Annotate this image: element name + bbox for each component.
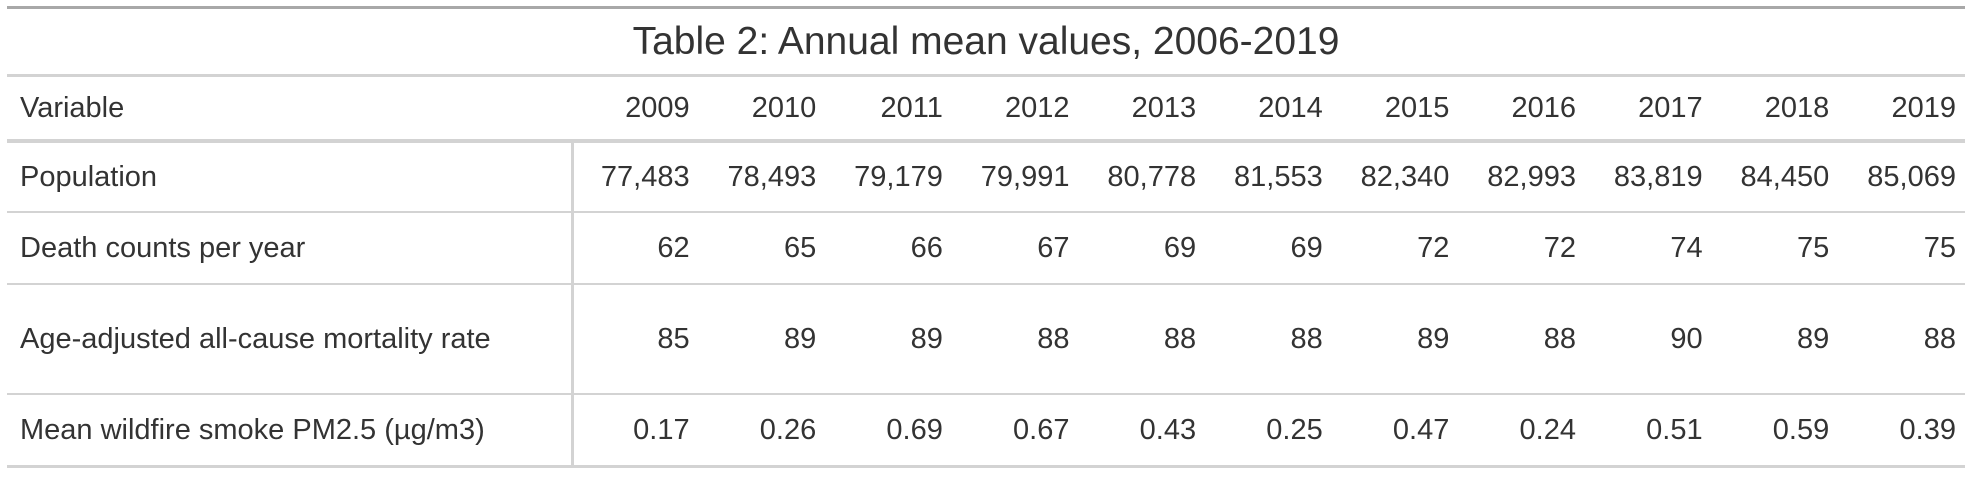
table-cell: 0.67 [951, 394, 1079, 468]
table-cell: 88 [1458, 284, 1585, 395]
table-cell: 0.47 [1331, 394, 1459, 468]
table-cell: 80,778 [1078, 141, 1206, 213]
table-cell: 62 [572, 212, 699, 285]
table-cell: 83,819 [1585, 141, 1712, 213]
table-cell: 0.43 [1078, 394, 1206, 468]
column-header-year: 2016 [1458, 77, 1585, 143]
table-cell: 90 [1585, 284, 1712, 395]
table-cell: 82,993 [1458, 141, 1585, 213]
table-cell: 88 [951, 284, 1079, 395]
table-cell: 77,483 [572, 141, 699, 213]
table-cell: 69 [1078, 212, 1206, 285]
table-cell: 89 [825, 284, 952, 395]
table-cell: 85,069 [1838, 141, 1965, 213]
table-row-death-counts: Death counts per year 62 65 66 67 69 69 … [7, 212, 1965, 285]
table-cell: 72 [1331, 212, 1459, 285]
column-header-year: 2011 [825, 77, 952, 143]
table-cell: 84,450 [1711, 141, 1839, 213]
table-cell: 75 [1838, 212, 1965, 285]
column-header-year: 2018 [1711, 77, 1839, 143]
column-header-year: 2017 [1585, 77, 1712, 143]
table-cell: 66 [825, 212, 952, 285]
table-cell: 0.59 [1711, 394, 1839, 468]
table-cell: 79,179 [825, 141, 952, 213]
table-cell: 79,991 [951, 141, 1079, 213]
table-cell: 88 [1078, 284, 1206, 395]
data-table: Variable 2009 2010 2011 2012 2013 2014 2… [7, 77, 1965, 468]
column-header-year: 2012 [951, 77, 1079, 143]
column-header-year: 2015 [1331, 77, 1459, 143]
column-header-year: 2009 [572, 77, 699, 143]
table-cell: 82,340 [1331, 141, 1459, 213]
table-row-population: Population 77,483 78,493 79,179 79,991 8… [7, 141, 1965, 213]
row-label: Mean wildfire smoke PM2.5 (µg/m3) [7, 394, 574, 468]
title-rule [7, 74, 1965, 77]
column-header-variable: Variable [7, 77, 572, 143]
top-rule [7, 6, 1965, 9]
table-cell: 0.69 [825, 394, 952, 468]
table-cell: 89 [1331, 284, 1459, 395]
table-cell: 0.39 [1838, 394, 1965, 468]
row-label: Population [7, 141, 574, 213]
table-cell: 78,493 [698, 141, 826, 213]
table-cell: 67 [951, 212, 1079, 285]
table-cell: 0.17 [572, 394, 699, 468]
table-cell: 65 [698, 212, 826, 285]
table-cell: 0.25 [1205, 394, 1332, 468]
table-title: Table 2: Annual mean values, 2006-2019 [632, 19, 1340, 63]
table-cell: 89 [698, 284, 826, 395]
table-cell: 0.24 [1458, 394, 1585, 468]
table-cell: 74 [1585, 212, 1712, 285]
row-label: Death counts per year [7, 212, 574, 285]
column-header-year: 2014 [1205, 77, 1332, 143]
table-cell: 0.26 [698, 394, 826, 468]
table-cell: 85 [572, 284, 699, 395]
table-cell: 75 [1711, 212, 1839, 285]
table-cell: 72 [1458, 212, 1585, 285]
table-row-mortality-rate: Age-adjusted all-cause mortality rate 85… [7, 284, 1965, 395]
table-cell: 88 [1205, 284, 1332, 395]
table-cell: 88 [1838, 284, 1965, 395]
table-cell: 89 [1711, 284, 1839, 395]
row-label: Age-adjusted all-cause mortality rate [7, 284, 574, 395]
table-cell: 81,553 [1205, 141, 1332, 213]
table-row-wildfire-smoke: Mean wildfire smoke PM2.5 (µg/m3) 0.17 0… [7, 394, 1965, 468]
column-header-year: 2010 [698, 77, 826, 143]
column-header-year: 2013 [1078, 77, 1206, 143]
table-cell: 0.51 [1585, 394, 1712, 468]
column-header-year: 2019 [1838, 77, 1965, 143]
header-row: Variable 2009 2010 2011 2012 2013 2014 2… [7, 77, 1965, 143]
table-cell: 69 [1205, 212, 1332, 285]
